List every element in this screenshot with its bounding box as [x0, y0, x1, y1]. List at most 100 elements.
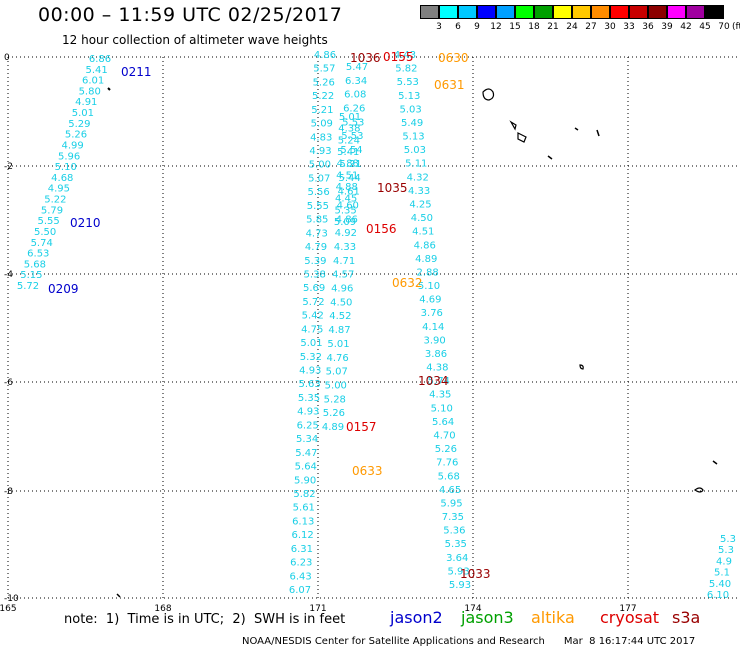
- coastlines: [107, 87, 718, 598]
- legend-item-jason2: jason2: [390, 608, 443, 627]
- wave-height-value: 4.73: [306, 228, 328, 239]
- pass-time-label: 0631: [434, 78, 465, 92]
- wave-height-value: 4.76: [326, 353, 348, 364]
- altimeter-tracks: 6.865.416.015.804.915.015.295.264.995.96…: [17, 50, 736, 601]
- scale-label: 6: [455, 22, 461, 32]
- wave-height-value: 5.01: [327, 339, 349, 350]
- wave-height-value: 5.82: [293, 489, 315, 500]
- scale-swatch: [477, 5, 496, 19]
- wave-height-value: 5.74: [31, 238, 53, 249]
- wave-height-value: 5.72: [17, 281, 39, 292]
- wave-height-value: 5.26: [435, 444, 457, 455]
- wave-height-value: 4.91: [75, 97, 97, 108]
- wave-height-value: 4.38: [338, 124, 360, 135]
- wave-height-value: 5.57: [313, 64, 335, 75]
- wave-height-value: 4.60: [337, 201, 359, 212]
- scale-label: 12: [490, 22, 502, 32]
- wave-height-value: 4.89: [415, 254, 437, 265]
- wave-height-value: 4.93: [299, 366, 321, 377]
- wave-height-value: 5.55: [37, 216, 59, 227]
- wave-height-value: 5.10: [418, 281, 440, 292]
- scale-swatch: [496, 5, 515, 19]
- wave-height-value: 5.09: [334, 217, 356, 228]
- scale-swatch: [553, 5, 572, 19]
- wave-height-value: 6.10: [707, 590, 729, 601]
- wave-height-value: 4.52: [329, 311, 351, 322]
- wave-height-value: 5.95: [440, 499, 462, 510]
- wave-height-value: 4.88: [337, 159, 359, 170]
- wave-height-value: 5.74: [428, 376, 450, 387]
- scale-swatch: [534, 5, 553, 19]
- wave-height-value: 5.11: [405, 159, 427, 170]
- wave-height-value: 5.03: [404, 145, 426, 156]
- wave-height-value: 5.53: [397, 77, 419, 88]
- wave-height-value: 5.68: [438, 471, 460, 482]
- wave-height-value: 6.34: [345, 76, 367, 87]
- wave-height-value: 5.22: [44, 195, 66, 206]
- pass-time-label: 0211: [121, 65, 152, 79]
- axis-labels: 165 168 171 174 177 0 -2 -4 -6 -8 -10: [0, 53, 637, 614]
- wave-height-value: 4.9: [716, 556, 732, 567]
- wave-height-value: 5.09: [311, 119, 333, 130]
- scale-swatch: [667, 5, 686, 19]
- wave-height-value: 5.44: [338, 173, 360, 184]
- scale-label: 9: [474, 22, 480, 32]
- wave-height-value: 4.89: [322, 422, 344, 433]
- wave-height-value: 5.64: [295, 462, 317, 473]
- wave-height-value: 5.68: [24, 259, 46, 270]
- legend-item-altika: altika: [531, 608, 575, 627]
- wave-height-value: 5.47: [295, 448, 317, 459]
- wave-height-value: 4.88: [336, 182, 358, 193]
- wave-height-value: 5.63: [298, 379, 320, 390]
- wave-height-value: 6.86: [89, 54, 111, 65]
- map-title: 00:00 – 11:59 UTC 02/25/2017: [38, 4, 343, 26]
- wave-height-value: 5.01: [339, 112, 361, 123]
- wave-height-value: 5.61: [293, 503, 315, 514]
- wave-height-value: 6.01: [82, 76, 104, 87]
- wave-height-value: 4.92: [335, 228, 357, 239]
- lat-tick-label: -8: [4, 487, 13, 497]
- island-outline: [547, 155, 553, 160]
- pass-time-label: 0155: [383, 50, 414, 64]
- pass-time-label: 0630: [438, 51, 469, 65]
- wave-height-value: 5.26: [313, 77, 335, 88]
- scale-label: 15: [509, 22, 521, 32]
- wave-height-value: 6.23: [290, 558, 312, 569]
- scale-label: 24: [566, 22, 578, 32]
- legend-item-jason3: jason3: [461, 608, 514, 627]
- wave-height-value: 5.72: [302, 297, 324, 308]
- scale-label: 70: [718, 22, 730, 32]
- lon-tick-label: 174: [464, 604, 481, 614]
- wave-height-value: 4.65: [439, 485, 461, 496]
- wave-height-value: 4.69: [419, 295, 441, 306]
- island-outline: [693, 487, 704, 493]
- scale-swatch: [686, 5, 705, 19]
- lat-tick-label: -10: [4, 594, 19, 604]
- wave-height-value: 3.86: [425, 349, 447, 360]
- wave-height-value: 2.88: [416, 267, 438, 278]
- wave-height-value: 6.08: [344, 90, 366, 101]
- scale-swatch: [591, 5, 610, 19]
- wave-height-value: 6.43: [289, 571, 311, 582]
- island-outline: [712, 460, 718, 465]
- legend-item-s3a: s3a: [672, 608, 701, 627]
- wave-height-value: 5.34: [296, 434, 318, 445]
- island-outline: [517, 132, 527, 143]
- wave-height-value: 4.51: [412, 227, 434, 238]
- wave-height-value: 5.39: [304, 256, 326, 267]
- wave-height-value: 3.64: [446, 553, 468, 564]
- scale-swatch: [572, 5, 591, 19]
- pass-time-label: 0156: [366, 222, 397, 236]
- scale-swatch: [648, 5, 667, 19]
- lon-tick-label: 165: [0, 604, 17, 614]
- wave-height-value: 5.29: [68, 119, 90, 130]
- footer-credit: NOAA/NESDIS Center for Satellite Applica…: [242, 636, 696, 647]
- wave-height-value: 6.12: [291, 530, 313, 541]
- wave-height-value: 5.07: [326, 367, 348, 378]
- map-grid: [7, 56, 738, 599]
- wave-height-value: 4.86: [314, 50, 336, 61]
- wave-height-value: 3.90: [423, 335, 445, 346]
- wave-height-value: 5.01: [72, 108, 94, 119]
- wave-height-value: 5.36: [443, 526, 465, 537]
- scale-label: 33: [623, 22, 635, 32]
